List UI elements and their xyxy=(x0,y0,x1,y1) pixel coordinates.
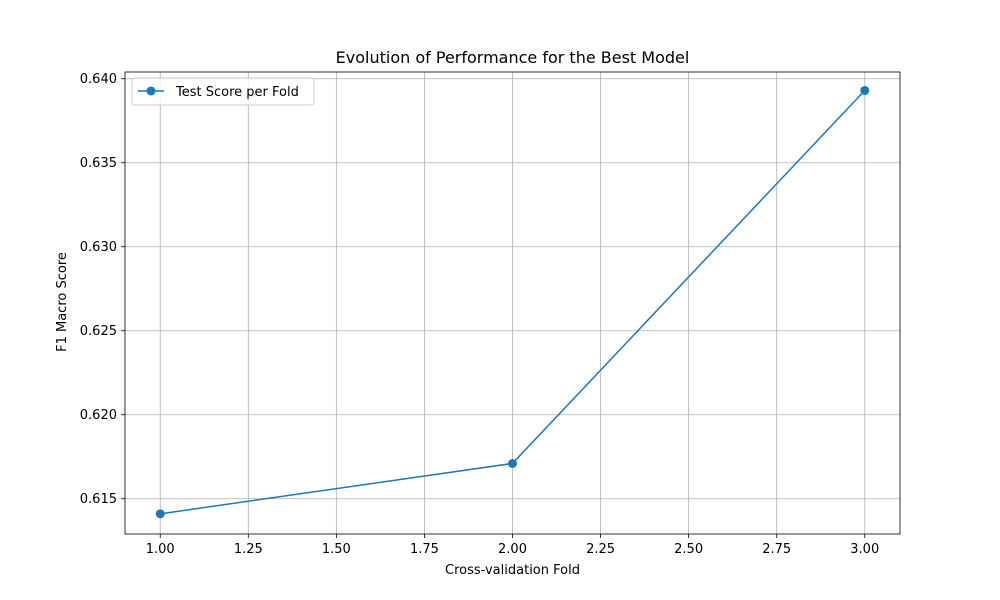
legend-label: Test Score per Fold xyxy=(175,85,299,100)
grid-lines xyxy=(125,72,900,534)
x-axis-label: Cross-validation Fold xyxy=(445,563,580,578)
y-tick-label: 0.620 xyxy=(80,408,117,423)
x-tick-label: 1.25 xyxy=(234,542,263,557)
y-tick-label: 0.630 xyxy=(80,240,117,255)
legend-marker-swatch xyxy=(146,86,156,96)
data-point xyxy=(860,85,870,95)
chart-title: Evolution of Performance for the Best Mo… xyxy=(336,48,690,67)
data-point xyxy=(155,509,165,519)
x-tick-label: 3.00 xyxy=(850,542,879,557)
y-tick-label: 0.625 xyxy=(80,324,117,339)
x-tick-label: 1.00 xyxy=(146,542,175,557)
legend-box xyxy=(131,77,315,106)
y-axis-ticks: 0.615 0.620 0.625 0.630 0.635 0.640 xyxy=(80,72,125,507)
y-tick-label: 0.615 xyxy=(80,492,117,507)
y-tick-label: 0.635 xyxy=(80,156,117,171)
x-tick-label: 1.50 xyxy=(322,542,351,557)
x-axis-ticks: 1.00 1.25 1.50 1.75 2.00 2.25 2.50 2.75 3.00 xyxy=(146,534,879,557)
x-tick-label: 2.50 xyxy=(674,542,703,557)
y-tick-label: 0.640 xyxy=(80,72,117,87)
y-axis-label: F1 Macro Score xyxy=(55,252,70,352)
x-tick-label: 1.75 xyxy=(410,542,439,557)
x-tick-label: 2.00 xyxy=(498,542,527,557)
x-tick-label: 2.25 xyxy=(586,542,615,557)
x-tick-label: 2.75 xyxy=(762,542,791,557)
data-series xyxy=(155,85,870,519)
data-point xyxy=(508,458,517,468)
legend: Test Score per Fold xyxy=(131,77,315,106)
